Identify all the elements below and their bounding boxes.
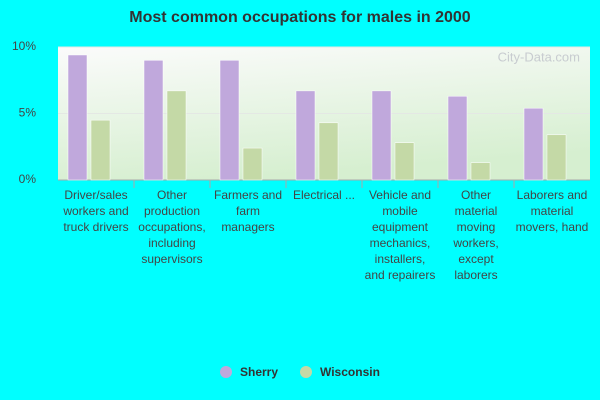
y-tick-label: 5% (19, 106, 37, 120)
bar (470, 162, 491, 181)
x-tick-label: Farmers and farm managers (213, 188, 283, 234)
bar (143, 60, 164, 181)
legend-label: Wisconsin (320, 365, 380, 379)
legend-swatch (300, 366, 312, 378)
bar (447, 95, 468, 181)
y-tick-label: 0% (19, 172, 37, 186)
x-tick-label: Electrical ... (292, 188, 355, 202)
legend-swatch (220, 366, 232, 378)
bar (242, 147, 263, 181)
bar (219, 60, 240, 181)
bar (318, 122, 339, 181)
x-tick-label: Driver/sales workers and truck drivers (63, 188, 129, 234)
x-tick-label: Vehicle and mobile equipment mechanics, … (364, 188, 436, 282)
bar (295, 90, 316, 181)
bar (67, 54, 88, 181)
legend-label: Sherry (240, 365, 278, 379)
bar (166, 90, 187, 181)
bar (394, 142, 415, 181)
bar (371, 90, 392, 181)
bar (523, 107, 544, 181)
x-tick-label: Other material moving workers, except la… (453, 188, 499, 282)
watermark: City-Data.com (498, 49, 580, 64)
chart-title: Most common occupations for males in 200… (129, 9, 471, 26)
bar (90, 119, 111, 181)
y-tick-label: 10% (12, 39, 36, 53)
x-tick-label: Laborers and material movers, hand (515, 188, 589, 234)
bar (546, 134, 567, 181)
x-tick-label: Other production occupations, including … (138, 188, 206, 266)
